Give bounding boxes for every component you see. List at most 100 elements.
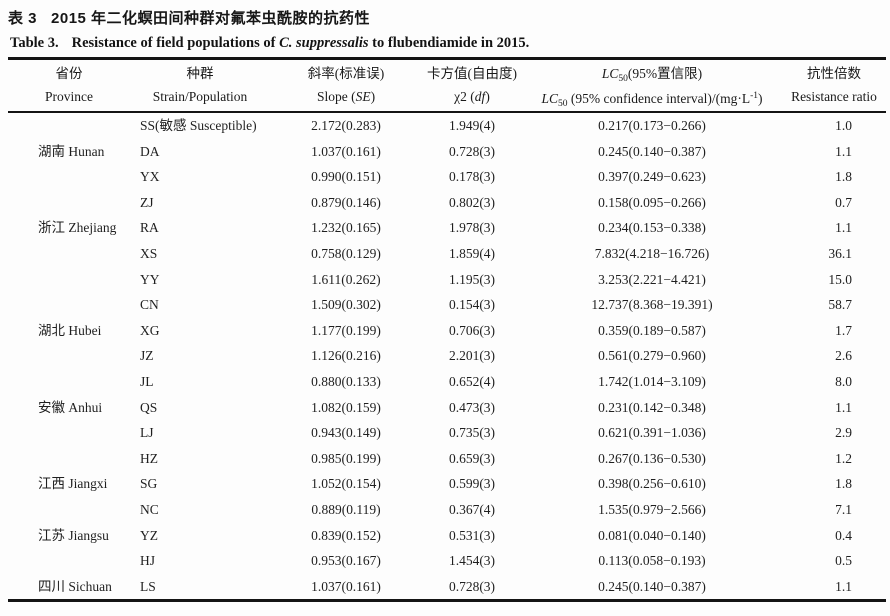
cell-lc50: 0.234(0.153−0.338) (598, 220, 706, 236)
cell-resistance-ratio: 2.6 (835, 348, 852, 364)
cell-chi-square: 1.454(3) (448, 553, 496, 569)
cell-chi-square: 0.706(3) (448, 322, 496, 338)
cell-strain: CN (140, 297, 159, 313)
header-slope: 斜率(标准误) Slope (SE) (270, 62, 422, 108)
cell-chi-square: 0.728(3) (448, 578, 496, 594)
cell-lc50: 0.561(0.279−0.960) (598, 348, 706, 364)
cell-resistance-ratio: 0.4 (835, 527, 852, 543)
cell-slope: 2.172(0.283) (311, 118, 381, 133)
cell-chi-square: 0.802(3) (448, 194, 496, 210)
cell-lc50: 0.359(0.189−0.587) (598, 322, 706, 338)
table-row: NC 0.889(0.119) 0.367(4) 1.535(0.979−2.566)… (8, 497, 886, 523)
cell-resistance-ratio: 0.7 (835, 194, 852, 210)
cell-province (8, 241, 130, 267)
cell-slope: 0.839(0.152) (311, 527, 381, 543)
cell-resistance-ratio: 1.8 (835, 476, 852, 492)
cell-province (8, 420, 130, 446)
cell-lc50: 3.253(2.221−4.421) (598, 271, 706, 287)
cell-slope: 0.880(0.133) (311, 373, 381, 389)
cell-strain: SG (140, 476, 158, 492)
title-en-text-after: to flubendiamide in 2015. (368, 35, 530, 51)
cell-province (8, 292, 130, 318)
cell-strain: XG (140, 322, 160, 338)
cell-lc50: 12.737(8.368−19.391) (591, 297, 713, 313)
cell-chi-square: 0.599(3) (448, 476, 496, 492)
table-number-en: Table 3. (10, 35, 59, 51)
cell-slope: 1.126(0.216) (311, 348, 381, 364)
cell-resistance-ratio: 8.0 (835, 373, 852, 389)
table-header-row: 省份 Province 种群 Strain/Population 斜率(标准误)… (8, 60, 886, 113)
cell-slope: 0.879(0.146) (311, 194, 381, 210)
header-strain-zh: 种群 (186, 66, 214, 81)
cell-resistance-ratio: 58.7 (828, 297, 852, 313)
cell-lc50: 0.231(0.142−0.348) (598, 399, 706, 415)
cell-province: 浙江 Zhejiang (38, 220, 117, 236)
cell-slope: 0.943(0.149) (311, 425, 381, 441)
header-rr-zh: 抗性倍数 (807, 66, 861, 81)
cell-resistance-ratio: 15.0 (828, 271, 852, 287)
cell-lc50: 0.398(0.256−0.610) (598, 476, 706, 492)
cell-resistance-ratio: 1.2 (835, 450, 852, 466)
cell-chi-square: 2.201(3) (448, 348, 496, 364)
cell-strain: LJ (140, 425, 154, 441)
cell-strain: DA (140, 143, 160, 159)
table-row: YY 1.611(0.262) 1.195(3) 3.253(2.221−4.421)… (8, 267, 886, 293)
cell-lc50: 1.535(0.979−2.566) (598, 501, 706, 517)
cell-resistance-ratio: 1.7 (835, 322, 852, 338)
table-row: 湖北 Hubei XG 1.177(0.199) 0.706(3) 0.359(0.18… (8, 318, 886, 344)
table-title-chinese: 表 3 2015 年二化螟田间种群对氟苯虫酰胺的抗药性 (8, 7, 370, 28)
cell-resistance-ratio: 2.9 (835, 425, 852, 441)
table-number-zh: 表 3 (8, 10, 38, 27)
table-row: 安徽 Anhui QS 1.082(0.159) 0.473(3) 0.231(0.14… (8, 395, 886, 421)
table-row: 四川 Sichuan LS 1.037(0.161) 0.728(3) 0.245(0.… (8, 574, 886, 600)
cell-strain: YX (140, 169, 160, 185)
table-row: JL 0.880(0.133) 0.652(4) 1.742(1.014−3.109)… (8, 369, 886, 395)
cell-chi-square: 1.859(4) (448, 245, 496, 261)
cell-lc50: 7.832(4.218−16.726) (594, 245, 710, 261)
cell-province (8, 369, 130, 395)
cell-lc50: 0.081(0.040−0.140) (598, 527, 706, 543)
cell-province (8, 190, 130, 216)
cell-lc50: 1.742(1.014−3.109) (598, 373, 706, 389)
cell-resistance-ratio: 1.1 (835, 399, 852, 415)
cell-strain: YZ (140, 527, 158, 543)
cell-slope: 0.758(0.129) (311, 245, 381, 261)
cell-chi-square: 0.735(3) (448, 425, 496, 441)
cell-chi-square: 0.652(4) (448, 373, 496, 389)
header-province: 省份 Province (8, 62, 130, 108)
cell-province (8, 548, 130, 574)
table-title-zh-text: 2015 年二化螟田间种群对氟苯虫酰胺的抗药性 (51, 10, 371, 27)
table-row: YX 0.990(0.151) 0.178(3) 0.397(0.249−0.623)… (8, 164, 886, 190)
cell-lc50: 0.397(0.249−0.623) (598, 169, 706, 185)
cell-slope: 1.082(0.159) (311, 399, 381, 415)
cell-strain: QS (140, 399, 158, 415)
table-row: SS(敏感 Susceptible) 2.172(0.283) 1.949(4) 0.… (8, 113, 886, 139)
cell-lc50: 0.245(0.140−0.387) (598, 143, 706, 159)
cell-resistance-ratio: 36.1 (828, 245, 852, 261)
cell-province (8, 446, 130, 472)
cell-strain: NC (140, 501, 159, 517)
cell-province: 湖南 Hunan (38, 143, 105, 159)
cell-strain: XS (140, 245, 158, 261)
cell-chi-square: 0.178(3) (448, 169, 496, 185)
cell-slope: 1.037(0.161) (311, 578, 381, 594)
species-name: C. suppressalis (279, 35, 369, 51)
table-row: CN 1.509(0.302) 0.154(3) 12.737(8.368−19.39… (8, 292, 886, 318)
cell-slope: 1.037(0.161) (311, 143, 381, 159)
cell-strain: HJ (140, 553, 156, 569)
cell-province (8, 497, 130, 523)
cell-lc50: 0.158(0.095−0.266) (598, 194, 706, 210)
header-province-en: Province (45, 89, 93, 104)
cell-strain: SS(敏感 Susceptible) (140, 118, 257, 133)
cell-resistance-ratio: 7.1 (835, 501, 852, 517)
table-row: 江西 Jiangxi SG 1.052(0.154) 0.599(3) 0.398(0.… (8, 471, 886, 497)
cell-resistance-ratio: 1.0 (835, 118, 852, 133)
header-chi-zh: 卡方值(自由度) (427, 66, 517, 81)
header-chi-en: χ2 (df) (454, 89, 490, 104)
header-lc50-en: LC50 (95% confidence interval)/(mg·L-1) (541, 91, 763, 109)
table-row: 湖南 Hunan DA 1.037(0.161) 0.728(3) 0.245(0.14… (8, 139, 886, 165)
cell-chi-square: 0.367(4) (448, 501, 496, 517)
cell-slope: 1.052(0.154) (311, 476, 381, 492)
cell-strain: JZ (140, 348, 154, 364)
